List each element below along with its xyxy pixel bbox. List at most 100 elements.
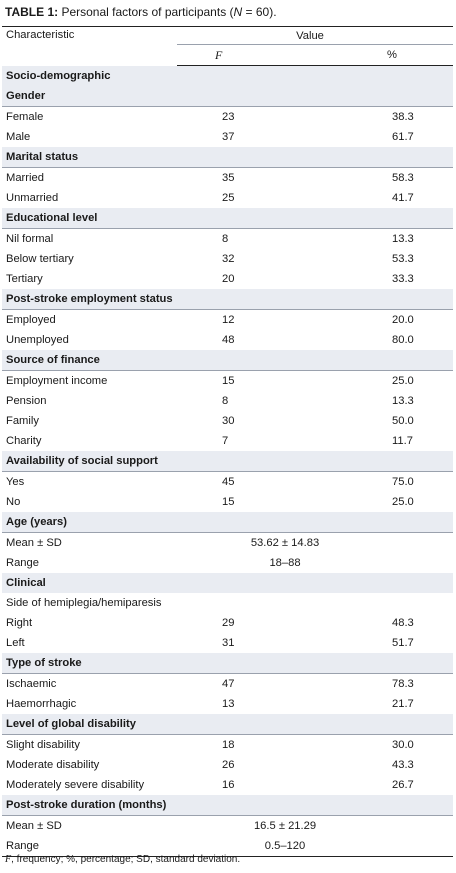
- empty-cell: [177, 451, 454, 472]
- frequency-cell: 20: [222, 273, 235, 285]
- percentage-cell: 51.7: [392, 637, 414, 649]
- frequency-cell: 18: [222, 739, 235, 751]
- percentage-cell: 43.3: [392, 759, 414, 771]
- summary-value-cell: 18–88: [269, 557, 301, 569]
- table-row: Range 0.5–120: [2, 836, 454, 857]
- caption-n-symbol: N: [233, 5, 243, 19]
- row-label: Pension: [6, 395, 47, 407]
- table-row: Family 30 50.0: [2, 411, 453, 431]
- row-label: Source of finance: [2, 350, 177, 371]
- group-row: Type of stroke: [2, 653, 454, 674]
- percentage-cell: 58.3: [392, 172, 414, 184]
- frequency-cell: 35: [222, 172, 235, 184]
- table-row: Charity 7 11.7: [2, 431, 453, 451]
- section-row: Clinical: [2, 573, 454, 593]
- summary-value-cell: 0.5–120: [177, 836, 454, 857]
- row-label: Employed: [6, 314, 56, 326]
- row-label: Ischaemic: [6, 678, 57, 690]
- empty-cell: [177, 350, 454, 371]
- table-caption: TABLE 1: Personal factors of participant…: [5, 4, 277, 20]
- row-label: Side of hemiplegia/hemiparesis: [6, 597, 162, 609]
- footnote-f-symbol: F: [5, 854, 12, 865]
- empty-cell: [177, 512, 454, 533]
- group-row: Marital status: [2, 147, 454, 168]
- row-label: Post-stroke duration (months): [2, 795, 177, 816]
- row-label: Socio-demographic: [2, 65, 177, 86]
- row-label: Nil formal: [6, 233, 54, 245]
- row-label: Clinical: [2, 573, 177, 593]
- row-label: Range: [2, 836, 177, 857]
- frequency-cell: 29: [222, 617, 235, 629]
- percentage-cell: 26.7: [392, 779, 414, 791]
- empty-cell: [177, 573, 454, 593]
- table-row: Yes 45 75.0: [2, 472, 453, 493]
- empty-cell: [177, 653, 454, 674]
- frequency-cell: 32: [222, 253, 235, 265]
- table-body: Socio-demographic Gender Female 23 38.3 Male 3…: [2, 65, 454, 857]
- row-label: Employment income: [6, 375, 108, 387]
- caption-text-end: = 60).: [242, 5, 277, 19]
- table-row: Employment income 15 25.0: [2, 371, 453, 392]
- row-label: Below tertiary: [6, 253, 74, 265]
- frequency-cell: 31: [222, 637, 235, 649]
- row-label: Right: [6, 617, 33, 629]
- table-label: TABLE 1:: [5, 5, 59, 19]
- row-label: Charity: [6, 435, 42, 447]
- percentage-cell: 21.7: [392, 698, 414, 710]
- percentage-cell: 41.7: [392, 192, 414, 204]
- row-label: Left: [6, 637, 25, 649]
- percentage-cell: 25.0: [392, 496, 414, 508]
- percentage-cell: 75.0: [392, 476, 414, 488]
- group-row: Level of global disability: [2, 714, 454, 735]
- frequency-cell: 30: [222, 415, 235, 427]
- frequency-cell: 48: [222, 334, 235, 346]
- group-row: Educational level: [2, 208, 454, 229]
- frequency-cell: 7: [222, 435, 229, 447]
- row-label: Unemployed: [6, 334, 69, 346]
- table-row: Employed 12 20.0: [2, 310, 453, 331]
- group-row: Availability of social support: [2, 451, 454, 472]
- table-row: Tertiary 20 33.3: [2, 269, 453, 289]
- table-row: Haemorrhagic 13 21.7: [2, 694, 453, 714]
- empty-cell: [177, 714, 454, 735]
- frequency-cell: 13: [222, 698, 235, 710]
- percentage-cell: 13.3: [392, 233, 414, 245]
- percentage-cell: 38.3: [392, 111, 414, 123]
- header-subrow: F %: [2, 44, 454, 66]
- table-row: Female 23 38.3: [2, 107, 453, 128]
- row-label: Moderately severe disability: [6, 779, 145, 791]
- table-row: Pension 8 13.3: [2, 391, 453, 411]
- row-label: No: [6, 496, 21, 508]
- frequency-cell: 12: [222, 314, 235, 326]
- table-row: Slight disability 18 30.0: [2, 735, 453, 756]
- header-characteristic: Characteristic: [2, 26, 177, 66]
- table-row: Male 37 61.7: [2, 127, 453, 147]
- row-label: Mean ± SD: [6, 537, 62, 549]
- percentage-cell: 30.0: [392, 739, 414, 751]
- row-label: Type of stroke: [2, 653, 177, 674]
- percentage-cell: 33.3: [392, 273, 414, 285]
- empty-cell: [177, 593, 453, 613]
- table-row: Ischaemic 47 78.3: [2, 674, 453, 695]
- frequency-cell: 47: [222, 678, 235, 690]
- header-percentage: %: [287, 44, 454, 66]
- empty-cell: [177, 86, 454, 107]
- row-label: Tertiary: [6, 273, 43, 285]
- row-label: Family: [6, 415, 39, 427]
- frequency-cell: 15: [222, 375, 235, 387]
- empty-cell: [177, 147, 454, 168]
- percentage-cell: 13.3: [392, 395, 414, 407]
- header-frequency: F: [177, 44, 287, 66]
- frequency-cell: 25: [222, 192, 235, 204]
- table-row: Mean ± SD 16.5 ± 21.29: [2, 816, 453, 837]
- percentage-cell: 61.7: [392, 131, 414, 143]
- table-row: Nil formal 8 13.3: [2, 229, 453, 250]
- row-label: Gender: [2, 86, 177, 107]
- group-row: Post-stroke duration (months): [2, 795, 454, 816]
- row-label: Post-stroke employment status: [2, 289, 177, 310]
- frequency-cell: 26: [222, 759, 235, 771]
- personal-factors-table: Characteristic Value F % Socio-demograph…: [2, 26, 454, 857]
- row-label: Age (years): [2, 512, 177, 533]
- table-row: Married 35 58.3: [2, 168, 453, 189]
